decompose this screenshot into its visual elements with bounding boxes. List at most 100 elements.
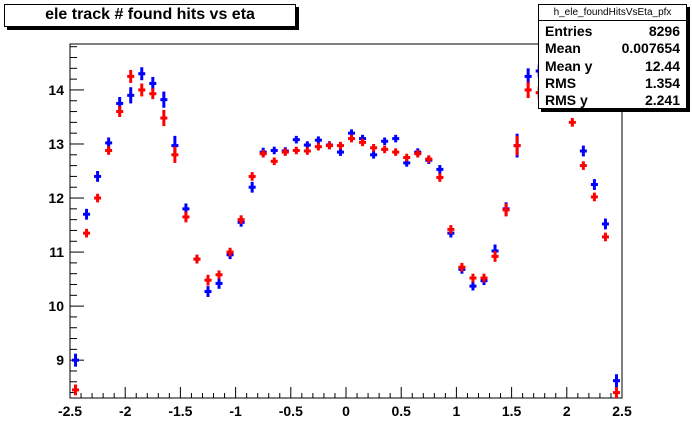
data-point <box>259 149 267 158</box>
data-point <box>359 138 367 147</box>
data-point <box>348 134 356 143</box>
data-point <box>237 215 245 224</box>
data-point <box>94 193 102 203</box>
data-point <box>579 145 587 157</box>
data-point <box>248 172 256 181</box>
stats-histogram-name: h_ele_foundHitsVsEta_pfx <box>539 5 686 21</box>
data-point <box>601 218 609 230</box>
data-point <box>270 146 278 155</box>
data-point <box>381 137 389 146</box>
data-point <box>292 135 300 144</box>
data-point <box>314 142 322 151</box>
data-point <box>193 254 201 264</box>
stats-value: 12.44 <box>644 58 680 74</box>
chart-title-box: ele track # found hits vs eta <box>4 4 296 27</box>
data-point <box>425 155 433 163</box>
data-point <box>303 147 311 155</box>
stats-key: Mean <box>545 40 581 56</box>
chart-title: ele track # found hits vs eta <box>45 6 255 23</box>
x-tick-label: -2.5 <box>58 403 82 419</box>
x-tick-label: -1 <box>229 403 242 419</box>
data-point <box>182 211 190 223</box>
data-point <box>469 281 477 291</box>
data-point <box>524 81 532 99</box>
data-point <box>204 274 212 286</box>
stats-row-mean-y: Mean y 12.44 <box>545 57 680 75</box>
stats-value: 0.007654 <box>621 40 680 56</box>
y-tick-label: 11 <box>49 244 64 260</box>
data-point <box>160 91 168 108</box>
data-point <box>458 262 466 272</box>
stats-value: 8296 <box>648 23 680 39</box>
data-point <box>491 250 499 262</box>
data-point <box>72 384 80 396</box>
data-point <box>292 146 300 155</box>
data-point <box>392 134 400 143</box>
x-tick-label: 0.5 <box>391 403 411 419</box>
data-point <box>436 165 444 174</box>
x-tick-label: 1 <box>453 403 461 419</box>
y-tick-label: 10 <box>48 298 64 314</box>
data-point <box>105 146 113 155</box>
data-point <box>336 148 344 156</box>
data-point <box>226 247 234 257</box>
data-point <box>138 67 146 81</box>
data-point <box>370 143 378 152</box>
x-tick-label: 2.5 <box>612 403 632 419</box>
data-point <box>215 270 223 280</box>
data-point <box>149 76 157 90</box>
data-point <box>590 179 598 190</box>
data-point <box>72 353 80 367</box>
data-point <box>579 161 587 170</box>
data-point <box>204 286 212 297</box>
data-point <box>138 83 146 97</box>
data-point <box>149 88 157 100</box>
x-tick-label: 0 <box>342 403 350 419</box>
data-point <box>601 232 609 242</box>
y-tick-label: 14 <box>48 82 64 98</box>
data-point <box>403 153 411 162</box>
stats-key: RMS <box>545 75 577 91</box>
data-point <box>160 109 168 127</box>
x-tick-label: -2 <box>119 403 132 419</box>
data-point <box>370 151 378 159</box>
stats-value: 2.241 <box>644 92 680 108</box>
stats-box: h_ele_foundHitsVsEta_pfx Entries 8296 Me… <box>538 4 687 109</box>
data-point <box>171 146 179 163</box>
x-tick-label: 1.5 <box>502 403 522 419</box>
stats-key: RMS y <box>545 92 588 108</box>
data-point <box>83 228 91 238</box>
stats-row-entries: Entries 8296 <box>545 22 680 40</box>
data-point <box>270 157 278 166</box>
data-point <box>513 135 521 156</box>
data-point <box>590 192 598 202</box>
data-point <box>612 374 620 388</box>
data-point <box>281 148 289 156</box>
stats-key: Mean y <box>545 58 593 74</box>
stats-row-rms: RMS 1.354 <box>545 74 680 92</box>
stats-row-rms-y: RMS y 2.241 <box>545 91 680 109</box>
data-point <box>381 145 389 154</box>
x-tick-label: 2 <box>563 403 571 419</box>
data-point <box>314 136 322 144</box>
data-point <box>116 106 124 117</box>
data-point <box>325 141 333 150</box>
data-point <box>94 171 102 182</box>
data-point <box>414 149 422 158</box>
data-point <box>127 87 135 104</box>
data-point <box>392 148 400 156</box>
data-point <box>436 173 444 182</box>
stats-value: 1.354 <box>644 75 680 91</box>
x-tick-label: -1.5 <box>168 403 192 419</box>
stats-key: Entries <box>545 23 593 39</box>
data-point <box>127 69 135 83</box>
x-tick-label: -0.5 <box>279 403 303 419</box>
data-point <box>83 208 91 220</box>
data-point <box>469 273 477 283</box>
data-point <box>502 203 510 217</box>
y-tick-label: 9 <box>56 352 64 368</box>
data-point <box>612 387 620 398</box>
data-point <box>480 273 488 283</box>
y-tick-label: 12 <box>48 190 64 206</box>
